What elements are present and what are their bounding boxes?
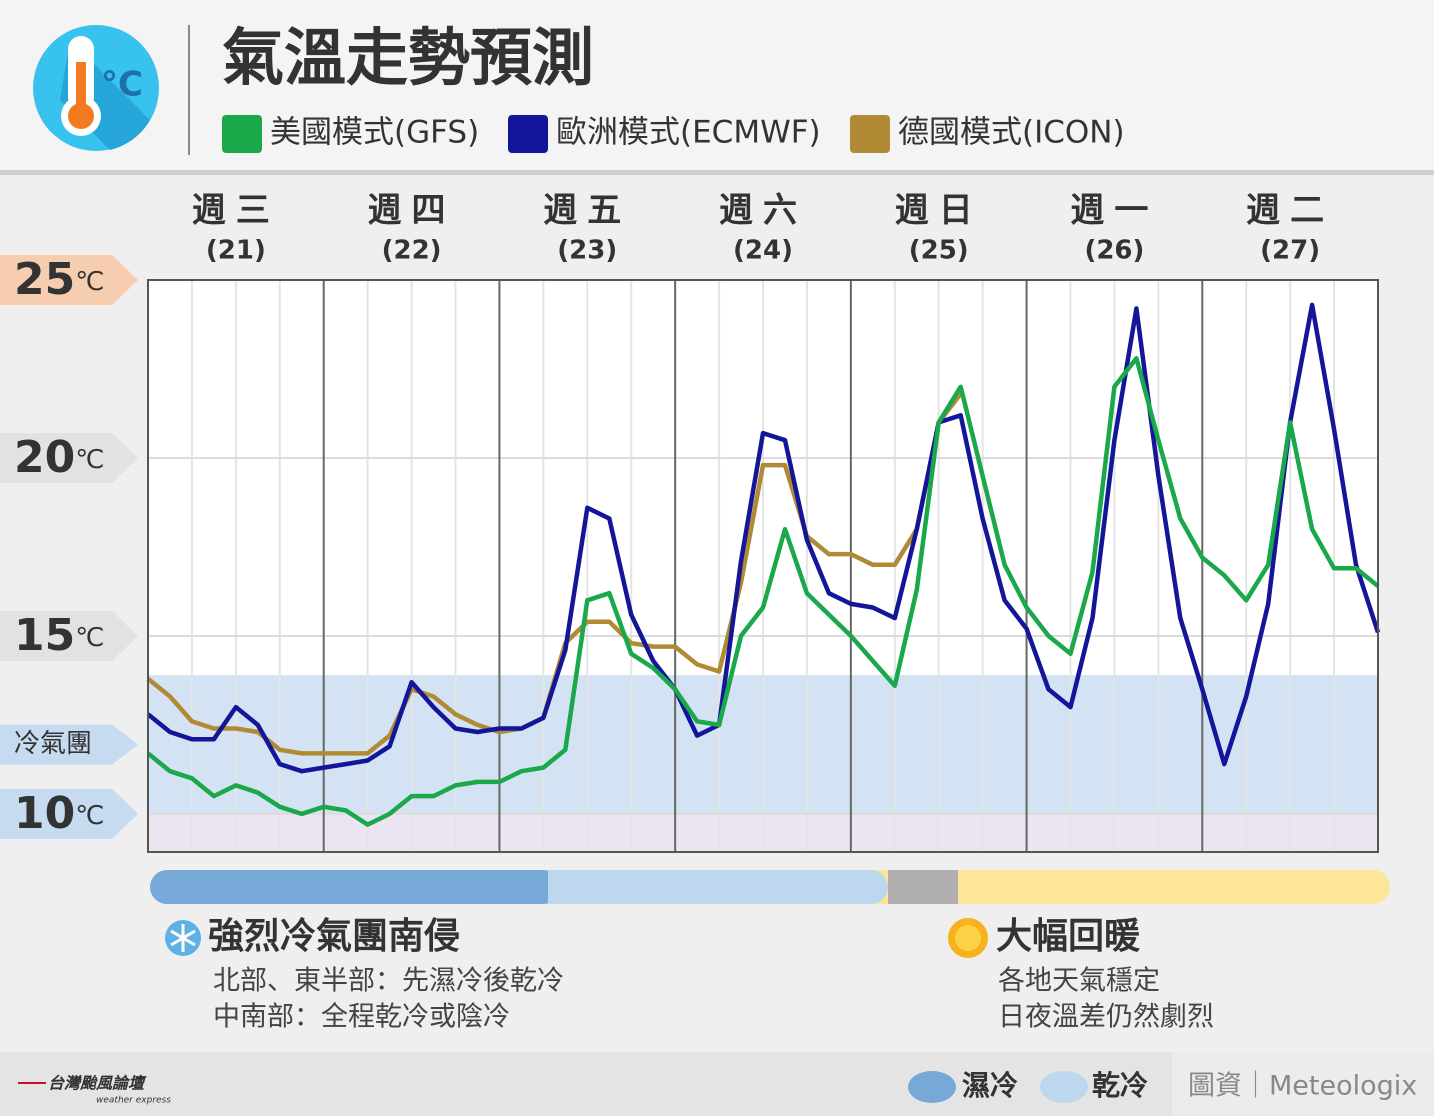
x-tick-date: (25) — [909, 236, 969, 266]
legend-pill — [908, 1071, 956, 1103]
x-tick-label: 週日 — [895, 191, 983, 231]
series-line — [146, 356, 1380, 827]
header-shadow — [0, 170, 1434, 175]
y-tick-label: 25℃ — [14, 254, 104, 305]
footer-source-bg — [1172, 1052, 1434, 1116]
thermo-icon: °C — [33, 25, 159, 151]
legend-label: 德國模式(ICON) — [898, 115, 1125, 151]
x-tick-date: (23) — [557, 236, 617, 266]
logo-sub: weather express — [96, 1096, 171, 1106]
period-bar — [540, 870, 888, 904]
period-bar — [888, 870, 958, 904]
band-label: 冷氣團 — [14, 729, 92, 759]
y-tick-unit: ℃ — [75, 267, 104, 297]
y-tick-value: 25 — [14, 254, 75, 305]
y-tick-value: 15 — [14, 610, 75, 661]
logo: 台灣颱風論壇 — [48, 1074, 147, 1093]
x-tick-date: (21) — [206, 236, 266, 266]
x-tick-date: (26) — [1084, 236, 1144, 266]
y-tick-badge — [0, 432, 138, 483]
note-line: 各地天氣穩定 — [998, 966, 1160, 997]
note-line: 中南部：全程乾冷或陰冷 — [213, 1002, 510, 1033]
y-tick-label: 10℃ — [14, 788, 104, 839]
source: 圖資｜Meteologix — [1188, 1071, 1417, 1102]
x-tick-label: 週六 — [719, 191, 807, 231]
snow-icon — [165, 920, 201, 956]
y-tick-badge — [0, 788, 138, 839]
x-tick-date: (27) — [1260, 236, 1320, 266]
footer-legend: 濕冷 — [962, 1069, 1018, 1102]
x-tick-label: 週二 — [1246, 191, 1334, 231]
title: 氣溫走勢預測 — [222, 21, 594, 94]
legend-label: 美國模式(GFS) — [270, 115, 479, 151]
x-tick-label: 週五 — [543, 191, 631, 231]
legend-swatch — [508, 115, 548, 153]
x-tick-label: 週一 — [1070, 191, 1158, 231]
y-tick-label: 15℃ — [14, 610, 104, 661]
y-tick-unit: ℃ — [75, 800, 104, 830]
y-tick-label: 20℃ — [14, 432, 104, 483]
icon-label: °C — [101, 65, 143, 105]
note-line: 北部、東半部：先濕冷後乾冷 — [213, 966, 564, 997]
band-badge — [0, 724, 138, 765]
x-tick-label: 週四 — [368, 191, 456, 231]
sun-icon — [948, 918, 988, 958]
y-tick-unit: ℃ — [75, 622, 104, 652]
note-title: 大幅回暖 — [996, 916, 1141, 957]
legend-swatch — [222, 115, 262, 153]
x-tick-date: (22) — [382, 236, 442, 266]
y-tick-badge — [0, 255, 138, 305]
legend-swatch — [850, 115, 890, 153]
period-bar — [548, 870, 568, 904]
legend-label: 歐洲模式(ECMWF) — [556, 115, 821, 151]
period-bar — [150, 870, 560, 904]
x-tick-date: (24) — [733, 236, 793, 266]
legend: 美國模式(GFS) 歐洲模式(ECMWF) 德國模式(ICON) — [222, 115, 1125, 153]
y-tick-unit: ℃ — [75, 444, 104, 474]
plot-border — [147, 279, 1379, 853]
note-line: 日夜溫差仍然劇烈 — [998, 1002, 1214, 1033]
note-title: 強烈冷氣團南侵 — [208, 916, 460, 957]
y-tick-badge — [0, 610, 138, 661]
legend-pill — [1040, 1071, 1088, 1103]
footer-legend: 乾冷 — [1092, 1069, 1148, 1102]
x-tick-label: 週三 — [192, 191, 280, 231]
series-line — [146, 302, 1381, 774]
y-tick-value: 10 — [14, 788, 75, 839]
y-tick-value: 20 — [14, 432, 75, 483]
